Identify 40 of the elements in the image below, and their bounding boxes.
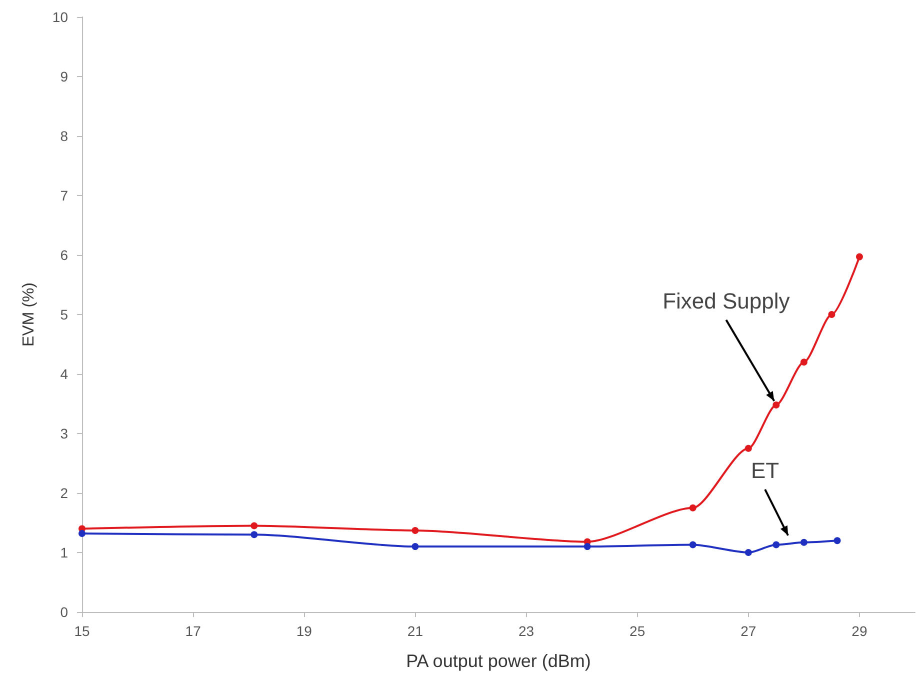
y-tick-label: 10 <box>52 9 68 25</box>
x-tick-label: 27 <box>740 623 756 639</box>
point <box>800 358 808 366</box>
point <box>772 401 780 408</box>
x-tick-label: 23 <box>518 623 534 639</box>
y-tick-label: 9 <box>60 68 68 84</box>
y-tick-label: 2 <box>60 485 68 501</box>
x-tick-label: 25 <box>630 623 646 639</box>
y-tick-label: 1 <box>60 544 68 560</box>
annotation: Fixed Supply <box>662 288 790 314</box>
y-tick-label: 6 <box>60 247 68 263</box>
y-tick-label: 3 <box>60 426 68 442</box>
x-tick-label: 21 <box>407 623 424 639</box>
x-tick-label: 19 <box>296 623 312 639</box>
y-axis-title: EVM (%) <box>20 282 38 346</box>
annotation: ET <box>750 458 780 483</box>
y-tick-label: 4 <box>60 366 68 382</box>
point <box>412 543 419 550</box>
point <box>250 531 258 538</box>
point <box>800 538 808 546</box>
point <box>584 543 591 550</box>
y-tick-label: 7 <box>60 188 68 204</box>
point <box>250 522 258 530</box>
point <box>689 541 696 548</box>
point <box>828 311 836 318</box>
point <box>689 504 696 512</box>
point <box>834 537 841 544</box>
y-tick-label: 5 <box>60 306 68 322</box>
point <box>744 549 752 556</box>
y-tick-label: 0 <box>60 604 68 620</box>
x-tick-label: 17 <box>185 623 202 639</box>
point <box>78 530 86 537</box>
x-tick-label: 15 <box>74 623 90 639</box>
point <box>412 526 419 534</box>
x-axis-title: PA output power (dBm) <box>406 651 591 671</box>
x-tick-label: 29 <box>852 623 868 639</box>
point <box>772 541 780 548</box>
point <box>856 253 863 260</box>
point <box>744 444 752 452</box>
y-tick-label: 8 <box>60 128 68 144</box>
